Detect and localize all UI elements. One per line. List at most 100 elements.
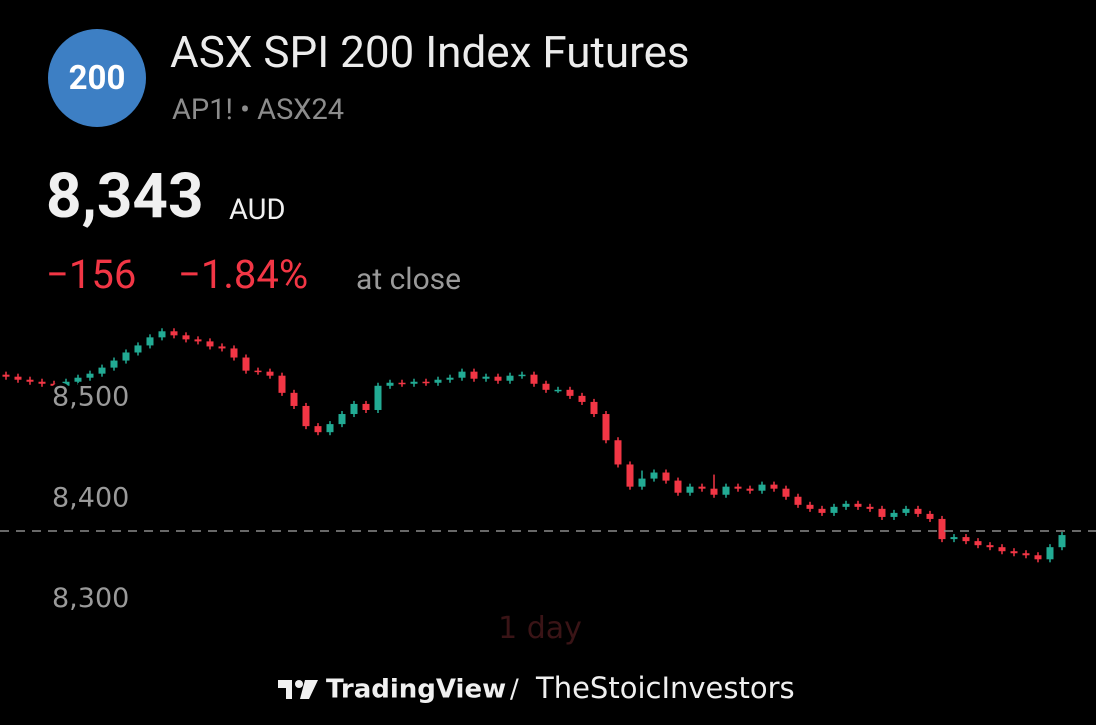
candle-body [86,373,94,378]
candle-body [818,508,826,513]
candle-body [530,374,538,384]
candle-body [350,403,358,415]
candle-body [998,547,1006,552]
candle-body [398,382,406,385]
candle-body [290,392,298,406]
candle-body [866,506,874,509]
candle-body [938,518,946,540]
candle-body [950,537,958,540]
y-tick-label: 8,500 [52,381,129,412]
candle-body [554,389,562,392]
candle-body [158,331,166,338]
candle-body [650,472,658,479]
candle-body [902,508,910,513]
candle-body [206,341,214,347]
candle-body [962,537,970,542]
candle-body [194,339,202,342]
candle-body [386,382,394,386]
candle-body [482,376,490,379]
interval: 1 day [498,611,582,646]
candle-body [974,541,982,546]
candle-body [278,375,286,393]
candle-body [458,371,466,378]
candle-body [410,381,418,384]
candle-body [782,488,790,497]
candle-body [854,503,862,507]
candle-body [38,381,46,384]
candle-body [842,503,850,507]
currency: AUD [229,193,286,227]
plot [2,328,1066,563]
candle-body [494,376,502,381]
candle-body [914,508,922,514]
candle-body [698,486,706,489]
candle-body [314,426,322,433]
candle-body [566,389,574,396]
candle-body [470,371,478,379]
candle-body [1034,555,1042,560]
candle-body [794,496,802,505]
author: TheStoicInvestors [535,671,795,705]
candle-body [26,379,34,382]
candle-body [146,337,154,346]
logo-text: 200 [68,58,126,98]
candle-body [182,335,190,340]
candle-body [422,381,430,384]
candle-body [770,484,778,489]
candle-body [722,486,730,495]
change-percent: −1.84% [178,251,309,298]
candle-body [434,379,442,383]
candle-body [890,512,898,517]
candle-body [338,414,346,425]
separator: / [510,675,519,705]
y-tick-label: 8,400 [52,482,129,513]
candle-body [242,357,250,371]
candle-body [326,424,334,433]
candle-body [362,403,370,410]
candle-body [590,401,598,415]
candle-body [746,488,754,491]
candle-body [50,383,58,386]
candle-body [2,374,10,377]
candle-body [1022,553,1030,556]
candle-body [758,484,766,491]
candle-body [734,486,742,489]
candle-body [218,346,226,349]
candle-body [518,374,526,377]
candle-body [374,385,382,410]
brand: TradingView [326,675,506,705]
candle-body [602,414,610,441]
candle-body [1058,535,1066,548]
change: −156 [46,251,137,298]
candle-body [170,331,178,336]
candle-body [830,506,838,513]
subtitle: AP1! • ASX24 [172,93,345,127]
candle-body [1046,547,1054,560]
candle-body [74,377,82,382]
candle-body [446,377,454,380]
candle-body [662,472,670,481]
candle-body [986,545,994,548]
candle-body [626,464,634,487]
title: ASX SPI 200 Index Futures [170,26,690,78]
candle-body [578,395,586,402]
y-tick-label: 8,300 [52,583,129,614]
candle-body [506,375,514,381]
candle-body [1010,551,1018,554]
candle-body [674,480,682,493]
status: at close [356,262,462,297]
price: 8,343 [46,160,204,233]
candle-body [614,440,622,465]
candle-body [878,508,886,517]
candle-body [122,352,130,361]
logo: 200 [48,29,146,127]
candle-body [110,360,118,368]
candle-body [926,513,934,519]
candle-body [62,381,70,386]
candle-body [14,376,22,380]
candle-body [686,486,694,493]
candle-body [266,371,274,376]
candle-body [254,370,262,373]
candle-body [710,488,718,495]
